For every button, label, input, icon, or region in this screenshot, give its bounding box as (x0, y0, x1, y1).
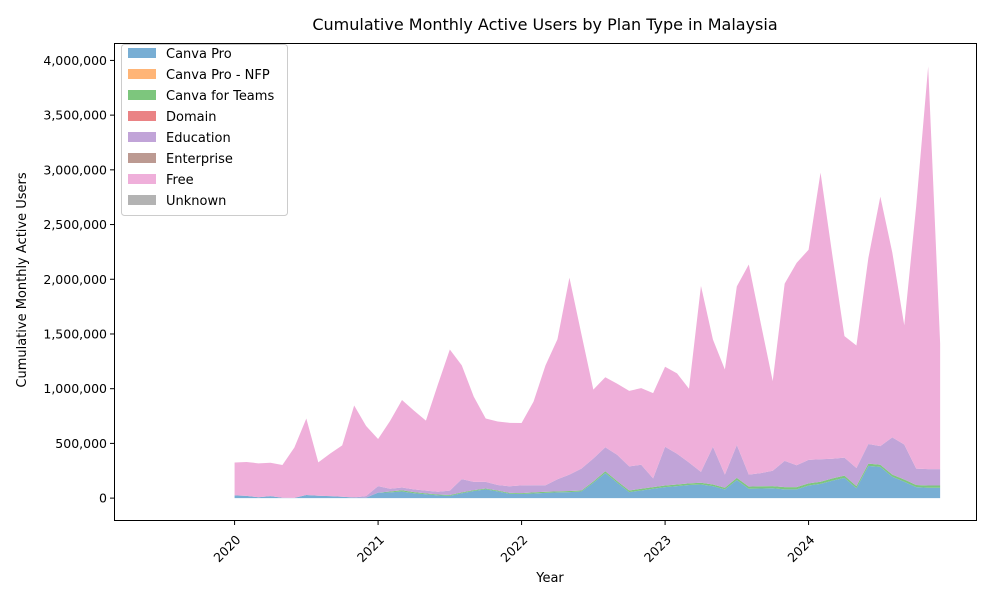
legend-label: Education (166, 131, 231, 146)
legend-swatch (128, 153, 156, 163)
x-axis: 2020 2021 2022 2023 2024 (210, 520, 818, 565)
x-tick-label: 2022 (497, 532, 530, 565)
legend-swatch (128, 90, 156, 100)
y-tick-label: 3,500,000 (43, 108, 107, 123)
x-tick-label: 2024 (784, 532, 817, 565)
legend-label: Canva Pro - NFP (166, 68, 270, 83)
area-series-canva-pro (234, 465, 941, 499)
y-tick-label: 1,500,000 (43, 326, 107, 341)
x-tick-label: 2021 (354, 532, 387, 565)
legend-box (121, 44, 288, 216)
legend-label: Enterprise (166, 152, 233, 167)
area-layer (234, 66, 941, 499)
legend-label: Domain (166, 110, 216, 125)
x-tick-label: 2020 (210, 532, 243, 565)
y-tick-label: 2,500,000 (43, 217, 107, 232)
legend-label: Free (166, 173, 194, 188)
y-tick-label: 2,000,000 (43, 272, 107, 287)
legend-swatch (128, 69, 156, 79)
y-tick-label: 3,000,000 (43, 162, 107, 177)
legend-label: Canva for Teams (166, 89, 274, 104)
y-tick-label: 0 (99, 491, 107, 506)
y-axis: 0 500,000 1,000,000 1,500,000 2,000,000 2,500… (43, 53, 115, 506)
legend-label: Canva Pro (166, 47, 232, 62)
plot-frame (114, 43, 977, 521)
y-tick-label: 4,000,000 (43, 53, 107, 68)
area-series-free (234, 66, 941, 498)
x-axis-title: Year (535, 571, 564, 586)
y-axis-title: Cumulative Monthly Active Users (15, 172, 30, 387)
legend-label: Unknown (166, 194, 226, 209)
y-tick-label: 500,000 (55, 436, 107, 451)
area-series-education (234, 437, 941, 498)
chart-title: Cumulative Monthly Active Users by Plan … (312, 15, 777, 34)
y-tick-label: 1,000,000 (43, 381, 107, 396)
x-tick-label: 2023 (641, 532, 674, 565)
legend-swatch (128, 174, 156, 184)
legend-swatch (128, 48, 156, 58)
legend-swatch (128, 132, 156, 142)
legend-swatch (128, 111, 156, 121)
legend-swatch (128, 195, 156, 205)
legend: Canva Pro Canva Pro - NFP Canva for Teams D… (121, 44, 288, 216)
